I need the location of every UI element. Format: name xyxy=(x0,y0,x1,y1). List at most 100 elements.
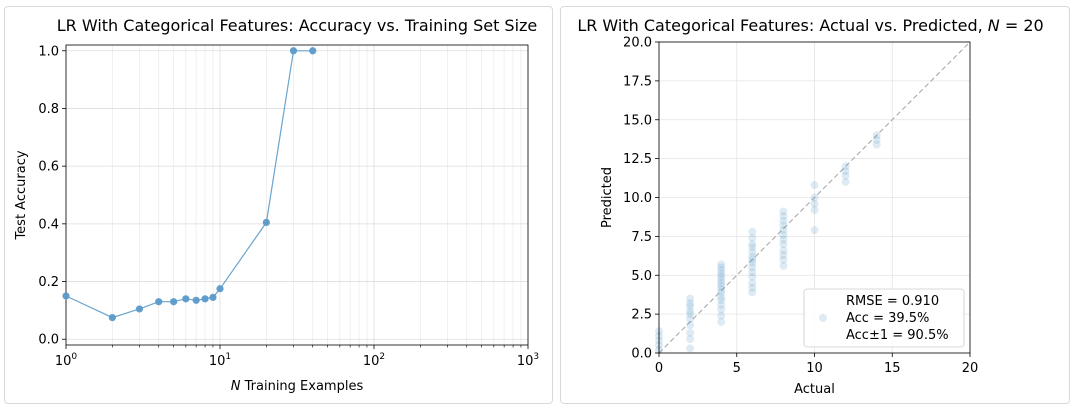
x-tick-label: 100 xyxy=(55,352,78,369)
data-point xyxy=(135,305,144,313)
y-tick-label: 0.4 xyxy=(38,217,59,232)
scatter-point xyxy=(717,285,726,294)
scatter-point xyxy=(717,269,726,278)
scatter-chart-panel: 0.0 2.5 5.0 7.5 10.0 12.5 15.0 17.5 20.0 0 5 10 15 20… xyxy=(560,6,1070,404)
y-tick-label: 10.0 xyxy=(623,191,652,206)
scatter-point xyxy=(717,272,726,281)
actual-vs-predicted-chart: 0.0 2.5 5.0 7.5 10.0 12.5 15.0 17.5 20.0 0 5 10 15 20… xyxy=(577,16,1043,397)
x-tick-label: 103 xyxy=(517,352,539,369)
x-axis-label: N Training Examples xyxy=(231,379,364,394)
scatter-point xyxy=(779,221,788,230)
y-tick-label: 1.0 xyxy=(38,44,59,59)
data-point xyxy=(182,295,190,303)
reference-line xyxy=(658,41,971,354)
y-tick-label: 0.2 xyxy=(38,275,59,290)
scatter-point xyxy=(872,140,881,149)
scatter-point xyxy=(686,314,695,323)
scatter-point xyxy=(686,294,695,303)
scatter-point xyxy=(717,282,726,291)
legend-entry: RMSE = 0.910 xyxy=(846,294,939,309)
scatter-point xyxy=(779,251,788,260)
scatter-point xyxy=(779,212,788,221)
scatter-point xyxy=(717,263,726,272)
y-tick-label: 20.0 xyxy=(623,36,652,51)
y-tick-label: 2.5 xyxy=(631,308,652,323)
y-tick-label: 17.5 xyxy=(623,74,652,89)
scatter-point xyxy=(779,226,788,235)
scatter-point xyxy=(686,328,695,337)
scatter-point xyxy=(717,260,726,269)
scatter-point xyxy=(717,305,726,314)
scatter-point xyxy=(810,226,819,235)
legend-entry: Acc±1 = 90.5% xyxy=(846,328,949,343)
scatter-point xyxy=(686,344,695,353)
scatter-point xyxy=(686,307,695,316)
scatter-point xyxy=(841,171,850,180)
scatter-point xyxy=(717,293,726,302)
data-point xyxy=(192,296,200,304)
scatter-point xyxy=(748,227,757,236)
chart-title: LR With Categorical Features: Actual vs.… xyxy=(577,16,1043,35)
scatter-point xyxy=(717,288,726,297)
y-tick-label: 0.0 xyxy=(38,333,59,348)
plot-frame xyxy=(65,44,529,346)
y-tick-label: 5.0 xyxy=(631,269,652,284)
scatter-point xyxy=(748,268,757,277)
scatter-point xyxy=(841,167,850,176)
y-tick-label: 0.6 xyxy=(38,160,59,175)
scatter-point xyxy=(748,243,757,252)
chart-title: LR With Categorical Features: Accuracy v… xyxy=(57,16,538,35)
scatter-point xyxy=(748,247,757,256)
data-point xyxy=(262,218,270,227)
scatter-point xyxy=(779,230,788,239)
scatter-point xyxy=(841,162,850,171)
scatter-point xyxy=(779,240,788,249)
scatter-point xyxy=(748,288,757,297)
scatter-point xyxy=(686,299,695,308)
scatter-point xyxy=(686,302,695,311)
y-tick-label: 0.8 xyxy=(38,102,59,117)
data-point xyxy=(309,47,317,55)
scatter-point xyxy=(686,321,695,330)
scatter-point xyxy=(717,311,726,320)
data-point xyxy=(289,47,298,55)
scatter-point xyxy=(748,263,757,272)
scatter-point xyxy=(779,261,788,270)
scatter-point xyxy=(748,255,757,264)
data-point xyxy=(108,313,116,322)
scatter-point xyxy=(717,279,726,288)
scatter-point xyxy=(779,246,788,255)
scatter-point xyxy=(779,207,788,216)
scatter-point xyxy=(872,135,881,144)
x-tick-label: 15 xyxy=(884,361,901,376)
scatter-point xyxy=(810,181,819,190)
scatter-point xyxy=(872,131,881,140)
x-tick-label: 102 xyxy=(363,352,385,369)
data-point xyxy=(201,295,209,303)
scatter-point xyxy=(841,177,850,186)
scatter-point xyxy=(748,272,757,281)
scatter-point xyxy=(717,300,726,309)
x-tick-label: 5 xyxy=(733,361,741,376)
scatter-point xyxy=(717,266,726,275)
legend-entry: Acc = 39.5% xyxy=(846,311,929,326)
scatter-point xyxy=(779,235,788,244)
data-point xyxy=(155,298,163,306)
x-tick-label: 101 xyxy=(209,352,231,369)
data-point xyxy=(170,298,178,306)
scatter-point xyxy=(717,317,726,326)
legend-marker xyxy=(819,314,827,322)
scatter-point xyxy=(810,199,819,208)
accuracy-chart-panel: 0.0 0.2 0.4 0.6 0.8 1.0 100 101 102 103 LR With Ca… xyxy=(4,6,553,404)
y-axis-label: Predicted xyxy=(600,167,615,228)
x-tick-label: 20 xyxy=(962,361,979,376)
data-point xyxy=(209,293,217,302)
scatter-point xyxy=(810,205,819,214)
scatter-point xyxy=(810,193,819,202)
y-tick-label: 12.5 xyxy=(623,152,652,167)
scatter-point xyxy=(779,216,788,225)
y-tick-label: 15.0 xyxy=(623,113,652,128)
y-axis-label: Test Accuracy xyxy=(14,150,29,240)
scatter-point xyxy=(686,335,695,344)
accuracy-chart: 0.0 0.2 0.4 0.6 0.8 1.0 100 101 102 103 LR With Ca… xyxy=(14,16,539,394)
